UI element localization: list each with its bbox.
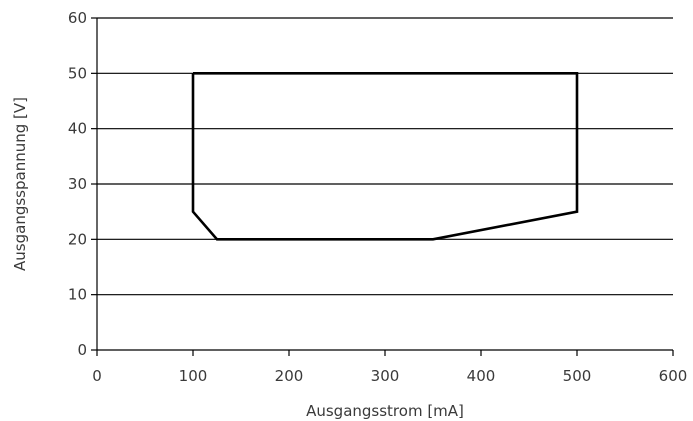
y-tick-label-0: 0 (77, 341, 87, 359)
x-axis-ticks: 0 100 200 300 400 500 600 (92, 350, 687, 385)
series-line-0 (191, 72, 579, 241)
x-tick-label-100: 100 (179, 367, 208, 385)
x-tick-label-400: 400 (467, 367, 496, 385)
x-tick-label-600: 600 (659, 367, 688, 385)
x-axis-title: Ausgangsstrom [mA] (306, 402, 464, 420)
y-tick-label-50: 50 (68, 64, 87, 82)
x-tick-label-300: 300 (371, 367, 400, 385)
y-tick-label-40: 40 (68, 120, 87, 138)
y-tick-label-60: 60 (68, 9, 87, 27)
y-axis-title: Ausgangsspannung [V] (11, 97, 29, 271)
x-tick-label-200: 200 (275, 367, 304, 385)
y-tick-label-30: 30 (68, 175, 87, 193)
y-axis-ticks: 0 10 20 30 40 50 60 (68, 9, 97, 359)
y-tick-label-20: 20 (68, 230, 87, 248)
series (191, 72, 579, 241)
grid-lines (97, 17, 673, 296)
x-tick-label-500: 500 (563, 367, 592, 385)
y-tick-label-10: 10 (68, 286, 87, 304)
x-tick-label-0: 0 (92, 367, 102, 385)
